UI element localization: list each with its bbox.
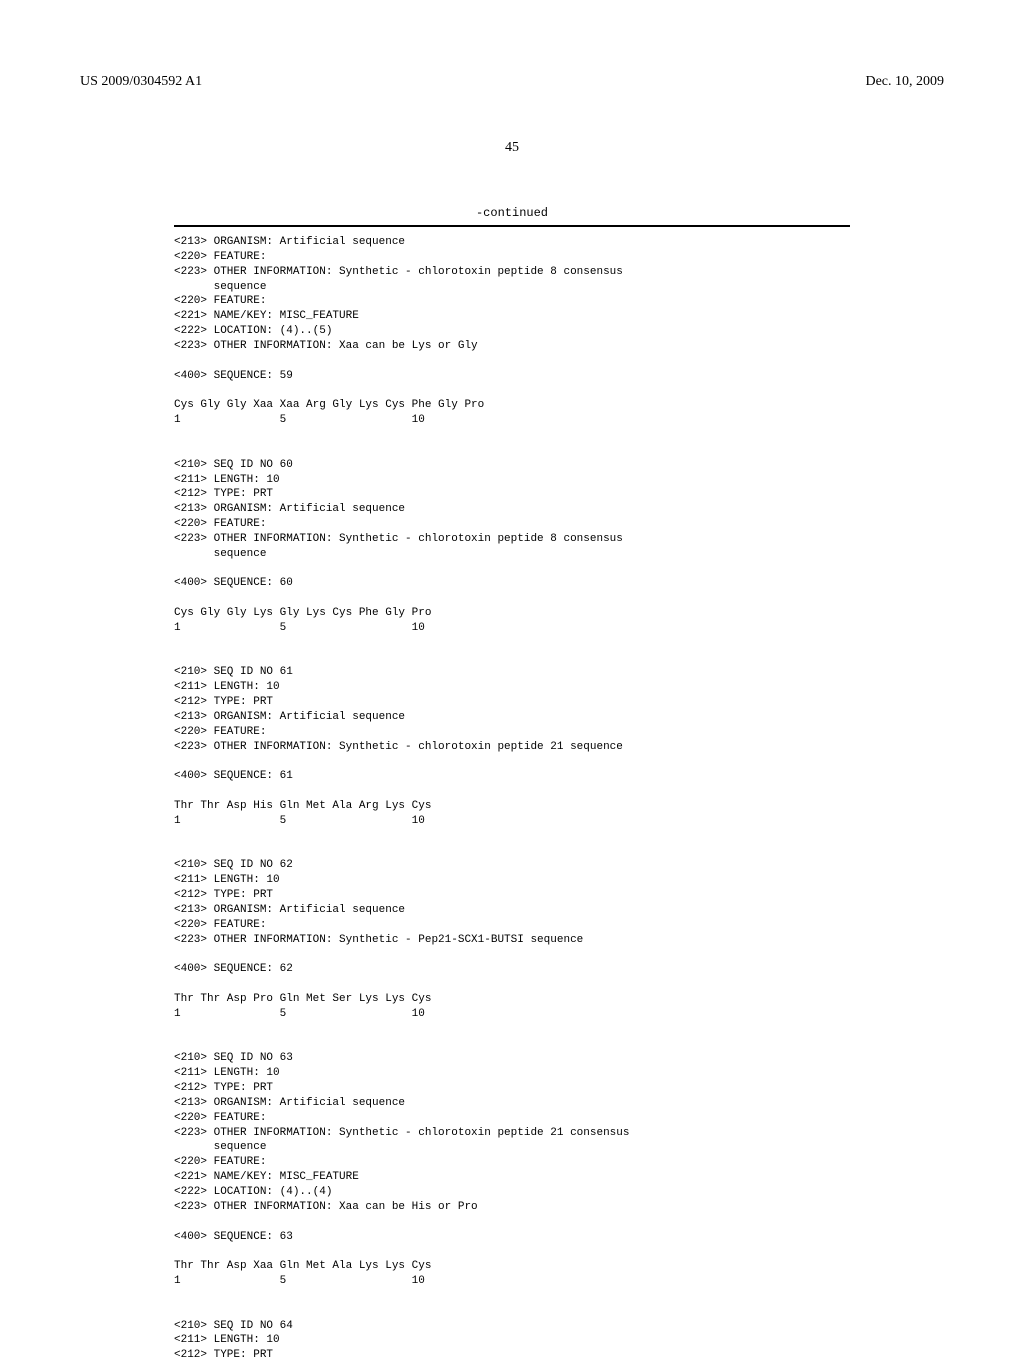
patent-number: US 2009/0304592 A1 xyxy=(80,74,202,90)
page-number: 45 xyxy=(80,140,944,156)
page-header: US 2009/0304592 A1 Dec. 10, 2009 xyxy=(80,74,944,90)
patent-date: Dec. 10, 2009 xyxy=(865,74,944,90)
continued-label: -continued xyxy=(80,206,944,220)
sequence-listing: <213> ORGANISM: Artificial sequence <220… xyxy=(174,235,944,1363)
separator-line xyxy=(174,225,850,227)
